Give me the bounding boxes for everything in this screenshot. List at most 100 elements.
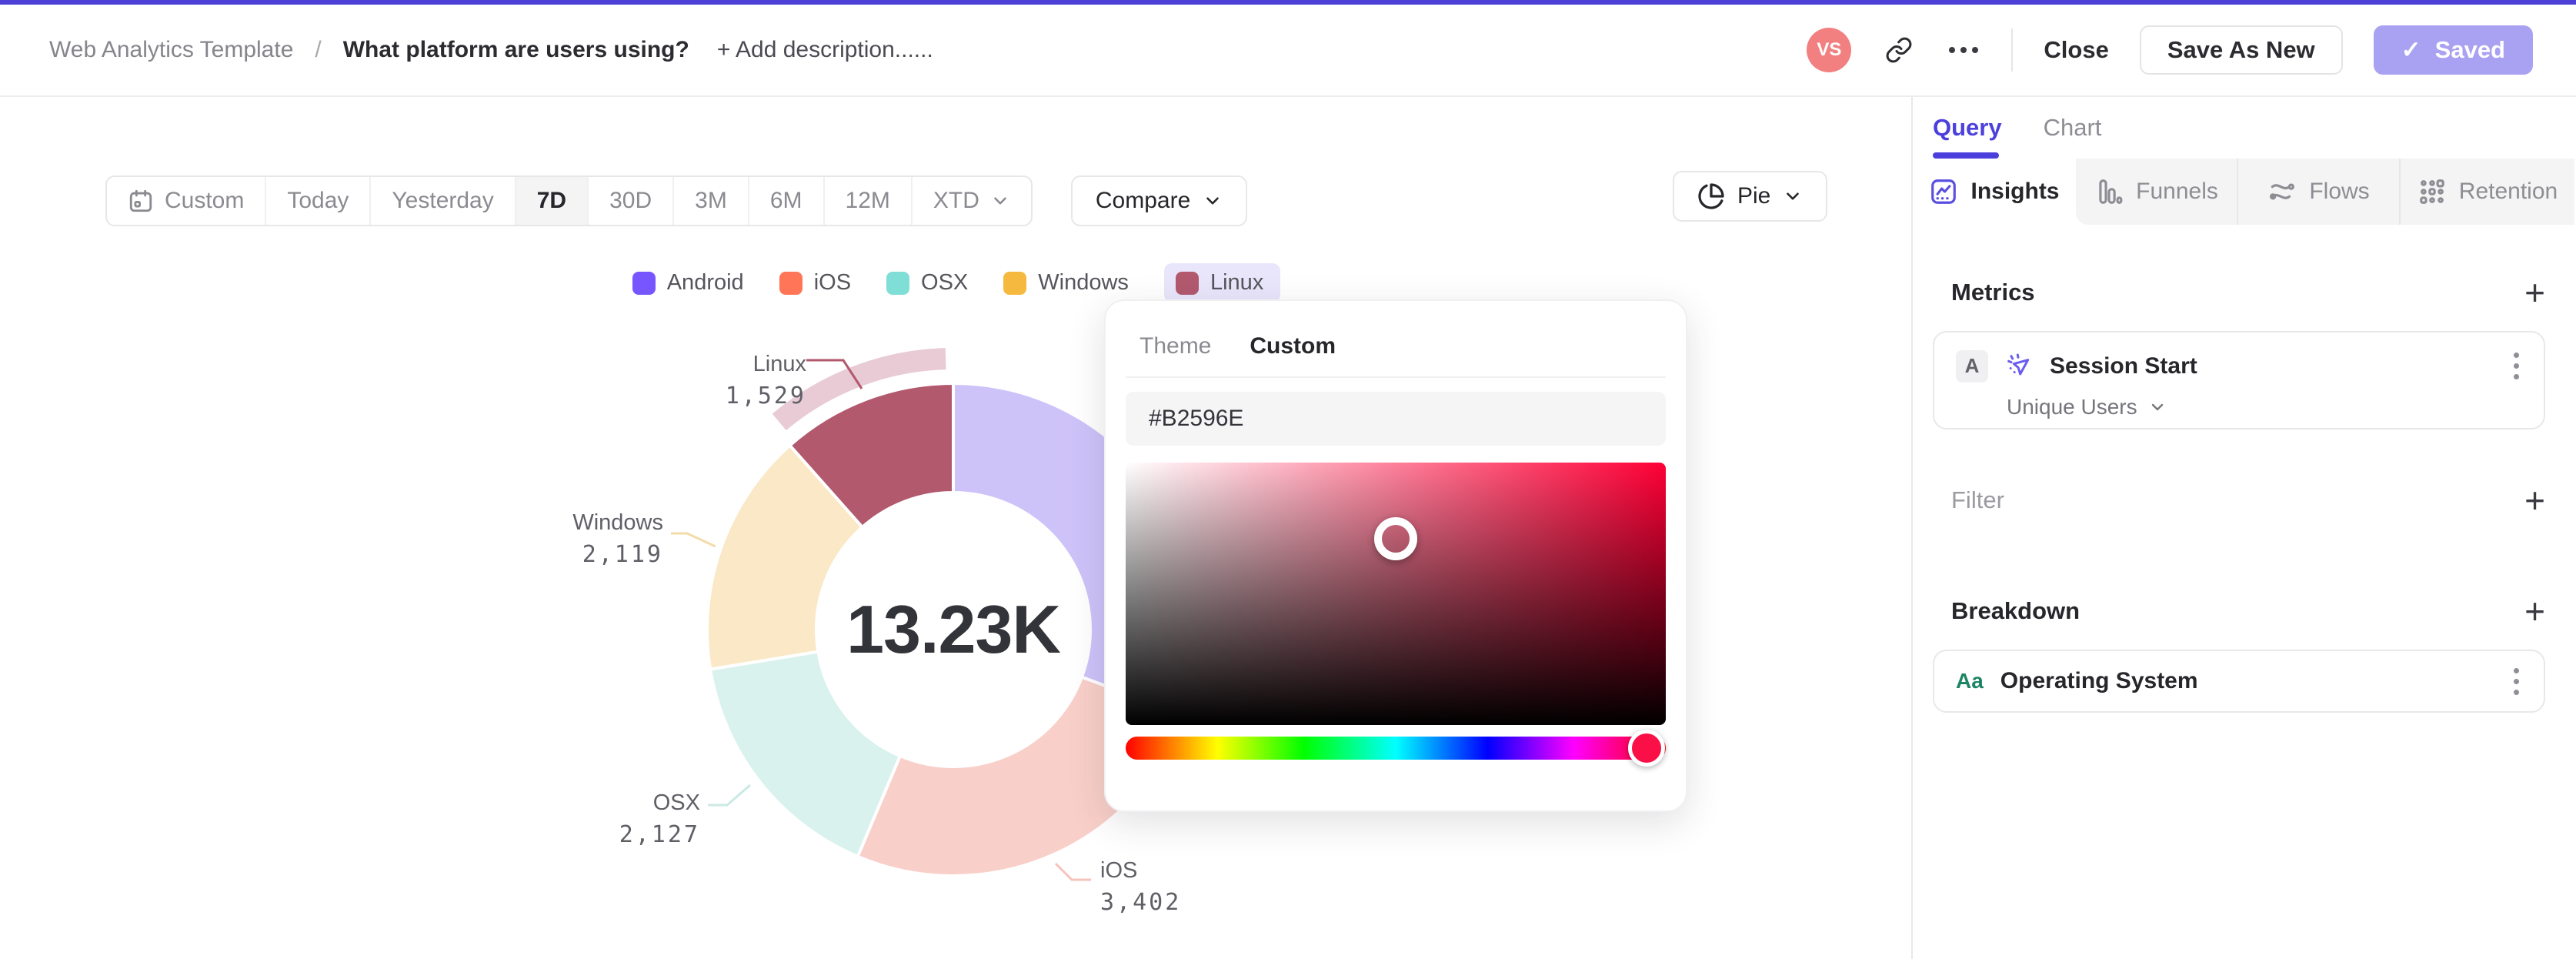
- date-range-xtd[interactable]: XTD: [910, 177, 1031, 225]
- chart-controls: Custom Today Yesterday 7D 30D 3M 6M 12M …: [105, 175, 1248, 226]
- tab-flows[interactable]: Flows: [2237, 159, 2399, 225]
- date-range-7d[interactable]: 7D: [514, 177, 588, 225]
- date-range-yesterday[interactable]: Yesterday: [369, 177, 514, 225]
- header-divider: [2011, 28, 2014, 72]
- explore-tab-label: Funnels: [2136, 179, 2218, 204]
- legend-label: Android: [666, 270, 744, 295]
- add-breakdown-button[interactable]: +: [2524, 591, 2545, 631]
- hex-color-input[interactable]: [1126, 392, 1666, 446]
- metrics-section-header: Metrics +: [1933, 272, 2545, 312]
- legend-item-ios[interactable]: iOS: [779, 270, 851, 296]
- legend-item-osx[interactable]: OSX: [886, 270, 968, 296]
- date-range-30d[interactable]: 30D: [587, 177, 672, 225]
- tab-query[interactable]: Query: [1933, 114, 2002, 141]
- tab-custom[interactable]: Custom: [1250, 333, 1336, 359]
- slice-leader-line: [1054, 862, 1091, 881]
- tab-theme[interactable]: Theme: [1140, 333, 1212, 359]
- tab-chart[interactable]: Chart: [2043, 114, 2102, 141]
- chart-area: Custom Today Yesterday 7D 30D 3M 6M 12M …: [0, 97, 1913, 959]
- share-link-button[interactable]: [1882, 33, 1916, 67]
- hue-handle[interactable]: [1628, 730, 1666, 767]
- slice-leader-line: [671, 532, 716, 548]
- event-spark-icon: [2007, 353, 2030, 375]
- date-range-custom[interactable]: Custom: [107, 177, 265, 225]
- avatar[interactable]: VS: [1807, 28, 1852, 72]
- slice-label: OSX: [653, 790, 700, 815]
- insights-icon: [1931, 179, 1957, 204]
- saved-label: Saved: [2434, 36, 2505, 63]
- chevron-down-icon: [2151, 403, 2163, 411]
- check-icon: ✓: [2401, 36, 2421, 63]
- donut-chart[interactable]: iOS 3,402 OSX 2,127 Windows 2,119 Linux 1,529: [0, 97, 1913, 959]
- legend-swatch-windows: [1003, 271, 1027, 295]
- compare-button[interactable]: Compare: [1070, 175, 1248, 226]
- sidebar-body: Metrics + A Session Start Unique Users F…: [1913, 272, 2574, 713]
- tab-funnels[interactable]: Funnels: [2076, 159, 2237, 225]
- tab-insights[interactable]: Insights: [1913, 159, 2076, 225]
- slice-label: 1,529: [726, 383, 806, 409]
- add-description-button[interactable]: + Add description......: [716, 37, 933, 62]
- metric-event-name[interactable]: Session Start: [2050, 353, 2197, 379]
- pie-slice-linux[interactable]: [787, 381, 955, 530]
- chart-type-label: Pie: [1737, 183, 1771, 209]
- tab-retention[interactable]: Retention: [2399, 159, 2574, 225]
- pie-slice-windows[interactable]: [706, 443, 865, 671]
- save-as-new-button[interactable]: Save As New: [2139, 25, 2343, 75]
- explore-type-tabs: Insights Funnels Flows Retention: [1913, 159, 2574, 225]
- add-filter-button[interactable]: +: [2524, 480, 2545, 520]
- legend-item-android[interactable]: Android: [632, 270, 744, 296]
- breadcrumb-root[interactable]: Web Analytics Template: [49, 37, 294, 62]
- slice-label: iOS: [1100, 858, 1137, 883]
- hue-slider[interactable]: [1126, 730, 1666, 767]
- date-range-label: Custom: [165, 188, 245, 213]
- calendar-icon: [129, 189, 152, 212]
- date-range-3m[interactable]: 3M: [672, 177, 748, 225]
- slice-label: 3,402: [1100, 889, 1181, 916]
- pie-chart-icon: [1698, 183, 1724, 209]
- legend-item-windows[interactable]: Windows: [1003, 270, 1129, 296]
- color-picker-popup: Theme Custom: [1104, 299, 1687, 812]
- breakdown-card[interactable]: Aa Operating System: [1933, 650, 2545, 713]
- breadcrumb-separator: /: [315, 37, 322, 62]
- explore-tab-label: Retention: [2458, 179, 2558, 204]
- legend-label: iOS: [813, 270, 852, 295]
- legend-item-linux-selected[interactable]: Linux: [1163, 263, 1281, 302]
- gradient-handle[interactable]: [1374, 516, 1417, 560]
- header-actions: VS Close Save As New ✓ Saved: [1807, 25, 2533, 75]
- explore-tab-label: Flows: [2309, 179, 2370, 204]
- color-picker-tabs: Theme Custom: [1126, 301, 1666, 376]
- saturation-value-gradient[interactable]: [1126, 463, 1666, 725]
- slice-label: 2,119: [582, 541, 663, 568]
- date-range-12m[interactable]: 12M: [823, 177, 911, 225]
- compare-label: Compare: [1095, 188, 1191, 213]
- chart-legend: Android iOS OSX Windows Linux: [0, 263, 1911, 302]
- metric-kebab-menu[interactable]: [2509, 348, 2524, 384]
- chart-type-selector[interactable]: Pie: [1673, 171, 1828, 222]
- slice-label: 2,127: [619, 821, 700, 848]
- legend-swatch-ios: [779, 271, 802, 295]
- date-range-label: XTD: [933, 188, 979, 213]
- breakdown-kebab-menu[interactable]: [2509, 663, 2524, 700]
- breakdown-property-name[interactable]: Operating System: [2000, 668, 2198, 693]
- flows-icon: [2270, 183, 2295, 200]
- report-title[interactable]: What platform are users using?: [342, 37, 689, 62]
- metric-row: A Session Start: [1956, 348, 2524, 384]
- breadcrumb: Web Analytics Template / What platform a…: [49, 37, 933, 63]
- date-range-6m[interactable]: 6M: [747, 177, 823, 225]
- add-metric-button[interactable]: +: [2524, 272, 2545, 312]
- saved-button[interactable]: ✓ Saved: [2373, 25, 2533, 75]
- slice-label: Linux: [753, 352, 807, 376]
- pie-slice-osx[interactable]: [708, 650, 903, 859]
- aggregation-label: Unique Users: [2007, 395, 2137, 419]
- chevron-down-icon: [1206, 197, 1220, 205]
- slice-leader-line: [708, 784, 751, 807]
- close-button[interactable]: Close: [2044, 36, 2109, 63]
- date-range-today[interactable]: Today: [265, 177, 369, 225]
- sidebar-tabs: Query Chart: [1913, 97, 2574, 159]
- metric-card[interactable]: A Session Start Unique Users: [1933, 331, 2545, 429]
- more-options-button[interactable]: [1947, 33, 1980, 67]
- selected-slice-highlight: [772, 348, 946, 431]
- active-tab-underline: [1933, 152, 1999, 159]
- metrics-title: Metrics: [1951, 279, 2035, 306]
- metric-aggregation-selector[interactable]: Unique Users: [2007, 395, 2524, 419]
